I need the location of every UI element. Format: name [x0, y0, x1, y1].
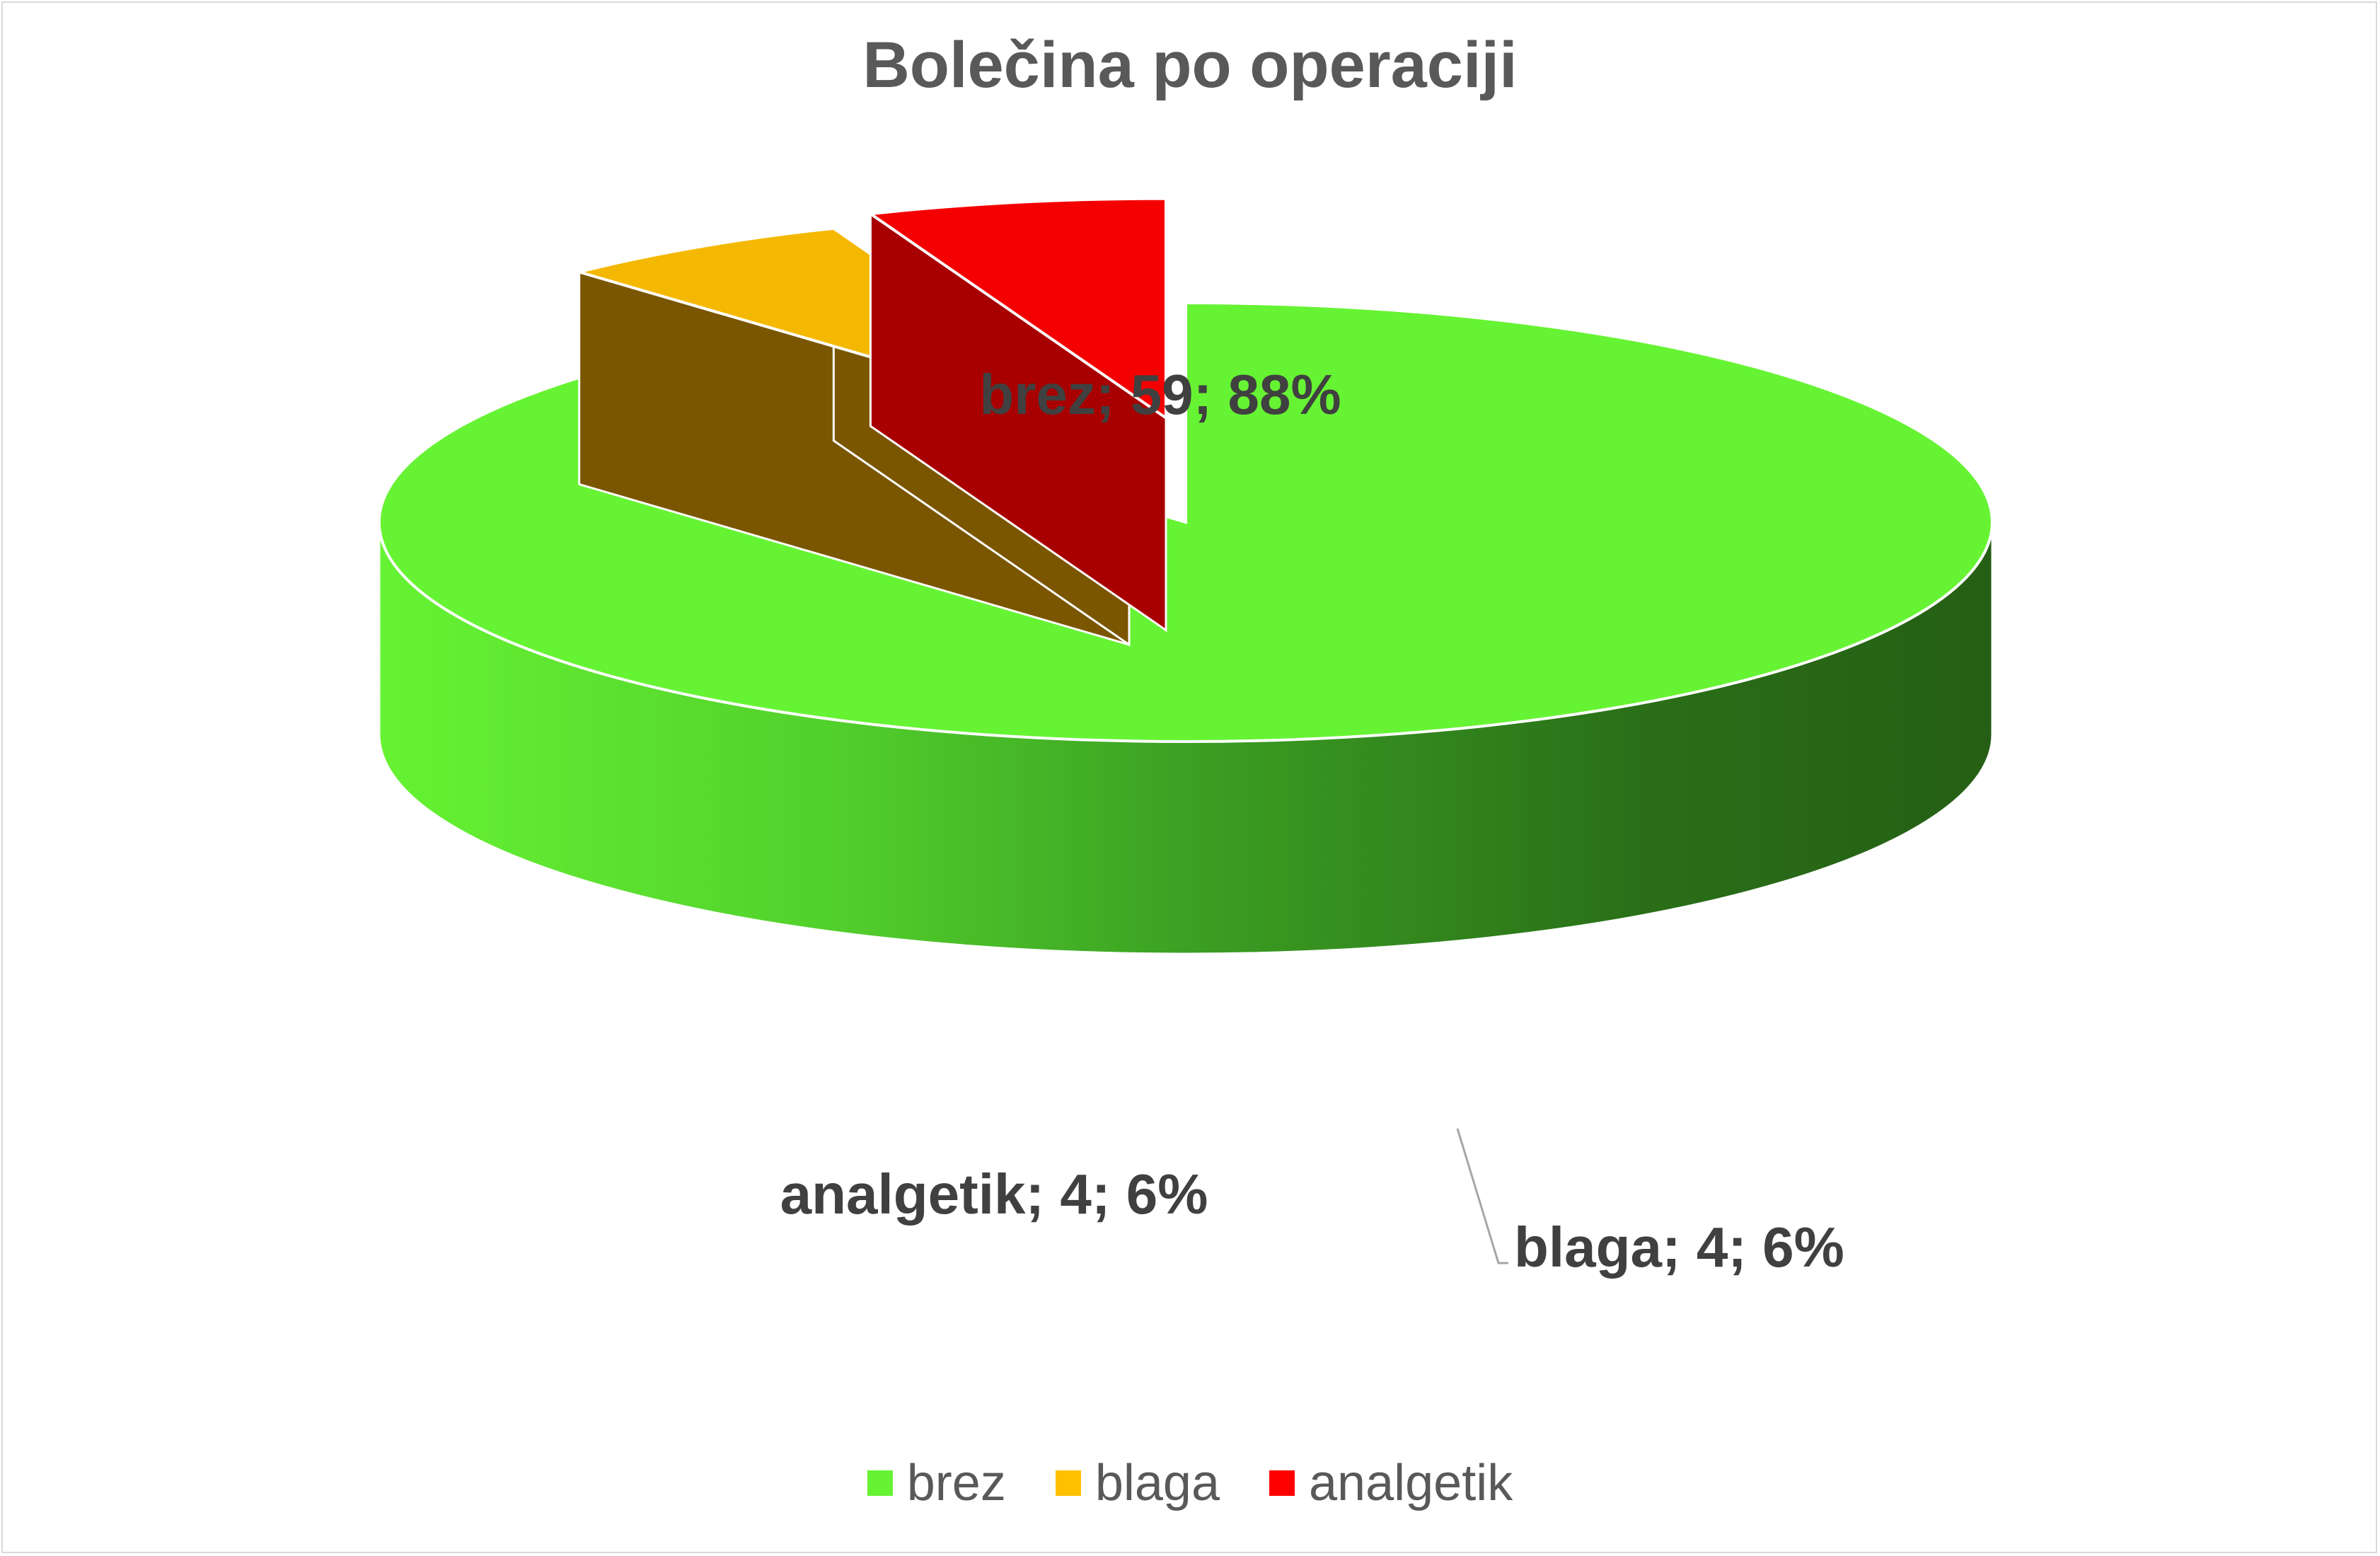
- legend-swatch-analgetik: [1269, 1470, 1295, 1496]
- chart-title: Bolečina po operaciji: [862, 29, 1518, 101]
- legend-label-brez: brez: [906, 1455, 1006, 1511]
- legend-label-blaga: blaga: [1094, 1455, 1220, 1511]
- data-label-brez: brez; 59; 88%: [979, 363, 1341, 426]
- legend-swatch-brez: [867, 1470, 893, 1496]
- legend-label-analgetik: analgetik: [1309, 1455, 1513, 1511]
- legend-swatch-blaga: [1055, 1470, 1081, 1496]
- leader-line-blaga: [1456, 1128, 1508, 1264]
- slice-analgetik-top: [866, 197, 1167, 421]
- data-label-blaga: blaga; 4; 6%: [1514, 1216, 1844, 1279]
- legend-item-brez: brez: [867, 1454, 1006, 1512]
- legend: brez blaga analgetik: [0, 1454, 2380, 1512]
- legend-item-analgetik: analgetik: [1269, 1454, 1513, 1512]
- legend-item-blaga: blaga: [1055, 1454, 1220, 1512]
- data-label-analgetik: analgetik; 4; 6%: [780, 1163, 1208, 1226]
